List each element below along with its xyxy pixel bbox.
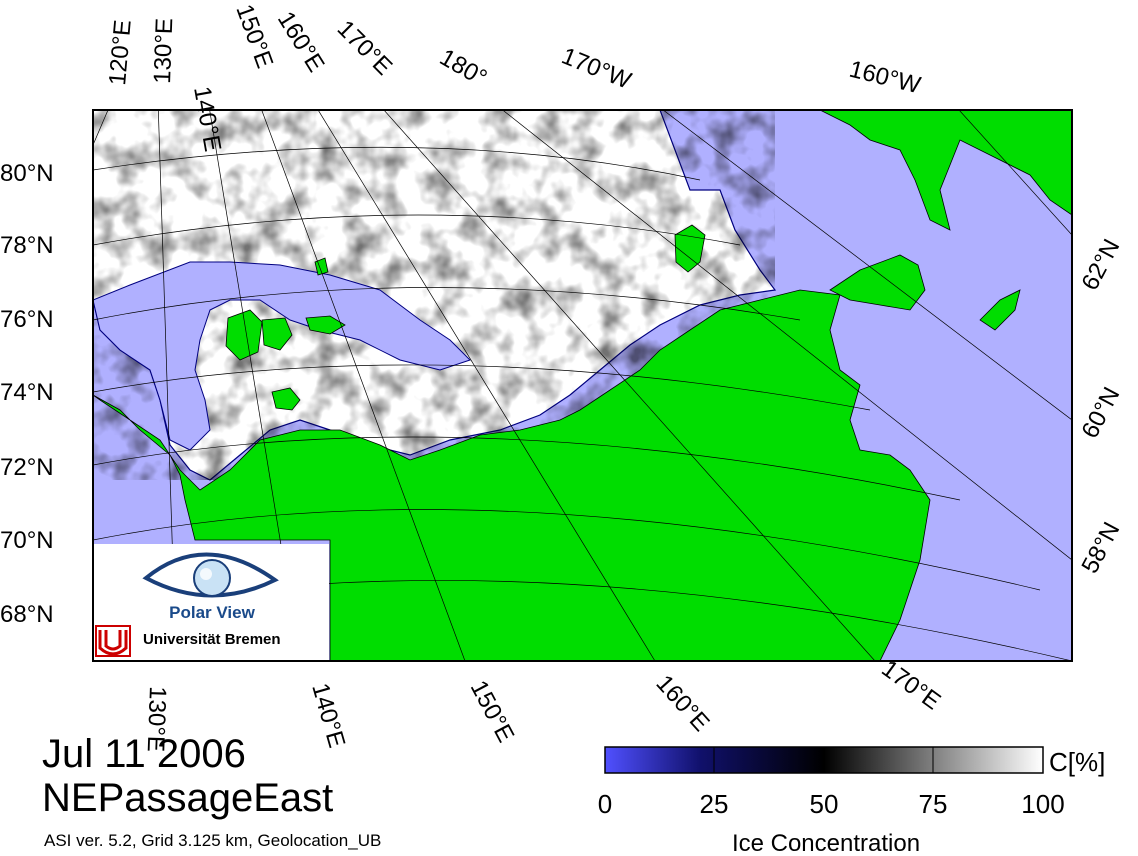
land-alaska (819, 110, 1072, 231)
colorbar-tick-25: 25 (700, 789, 729, 819)
land-island-2 (261, 317, 293, 351)
lon-label-bottom-170e: 170°E (876, 655, 945, 715)
lon-label-top-160e: 160°E (272, 7, 330, 77)
lon-label-bottom-160e: 160°E (651, 670, 715, 737)
lon-label-top-170w: 170°W (558, 43, 635, 95)
colorbar-ticks (713, 747, 934, 773)
lon-label-top-150e: 150°E (230, 1, 278, 72)
land-island-4 (271, 387, 301, 411)
lat-label-78n: 78°N (0, 232, 54, 259)
open-water-laptev (93, 261, 471, 451)
polar-view-eye-icon (142, 552, 279, 598)
lon-label-top-130e: 130°E (149, 18, 178, 85)
land-wrangel-island (674, 224, 706, 273)
lat-label-58n: 58°N (1076, 518, 1125, 578)
land-new-siberian-islands (225, 309, 263, 361)
lon-label-bottom-130e: 130°E (142, 686, 171, 753)
land-island-5 (314, 257, 329, 276)
lon-label-bottom-150e: 150°E (465, 676, 520, 747)
colorbar-unit: C[%] (1049, 747, 1105, 777)
ice-texture (93, 110, 775, 480)
lat-label-68n: 68°N (0, 601, 54, 628)
lon-label-top-180: 180° (435, 44, 491, 92)
map-frame (92, 109, 1073, 662)
lat-label-80n: 80°N (0, 160, 54, 187)
lon-label-top-160w: 160°W (847, 56, 924, 100)
lon-label-bottom-140e: 140°E (306, 680, 350, 751)
land-siberia (93, 289, 1072, 661)
lon-label-top-120e: 120°E (104, 19, 137, 87)
land-chukotka (829, 254, 926, 311)
land-alaska-spit (979, 289, 1021, 331)
colorbar-tick-75: 75 (919, 789, 948, 819)
colorbar-tick-100: 100 (1021, 789, 1064, 819)
lat-label-76n: 76°N (0, 306, 54, 333)
map-date: Jul 11 2006 (42, 732, 246, 776)
logo-name: Polar View (169, 603, 255, 622)
lat-label-72n: 72°N (0, 454, 54, 481)
colorbar-tick-0: 0 (598, 789, 612, 819)
colorbar-tick-50: 50 (810, 789, 839, 819)
map-region: NEPassageEast (42, 776, 334, 820)
logo-institution: Universität Bremen (143, 631, 281, 648)
lat-label-70n: 70°N (0, 527, 54, 554)
land-island-3 (305, 315, 346, 335)
lat-label-60n: 60°N (1076, 383, 1125, 443)
lat-label-74n: 74°N (0, 379, 54, 406)
graticule (93, 110, 1072, 661)
uni-bremen-logo-icon (95, 625, 131, 657)
map-info: ASI ver. 5.2, Grid 3.125 km, Geolocation… (44, 831, 382, 850)
lat-label-62n: 62°N (1076, 235, 1125, 295)
lon-label-top-170e: 170°E (332, 15, 398, 81)
colorbar-title: Ice Concentration (732, 830, 920, 856)
